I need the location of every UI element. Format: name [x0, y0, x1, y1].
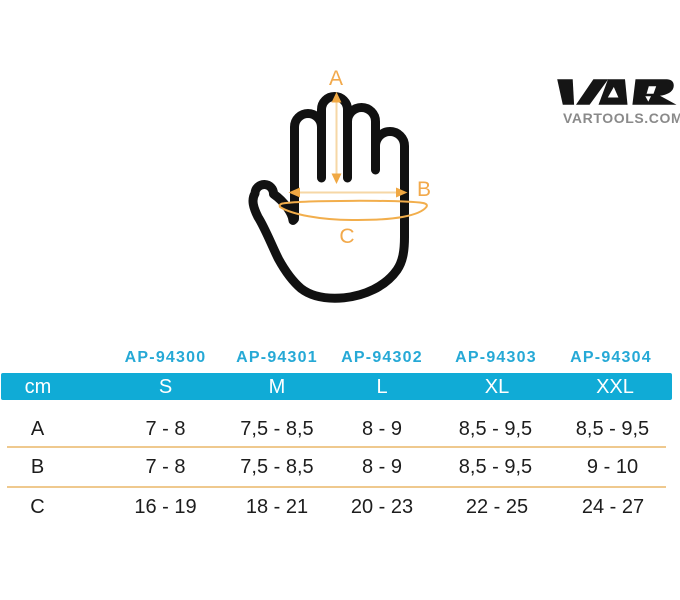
svg-text:C: C — [339, 225, 354, 248]
svg-text:B: B — [417, 178, 431, 201]
svg-text:A: A — [329, 67, 343, 90]
